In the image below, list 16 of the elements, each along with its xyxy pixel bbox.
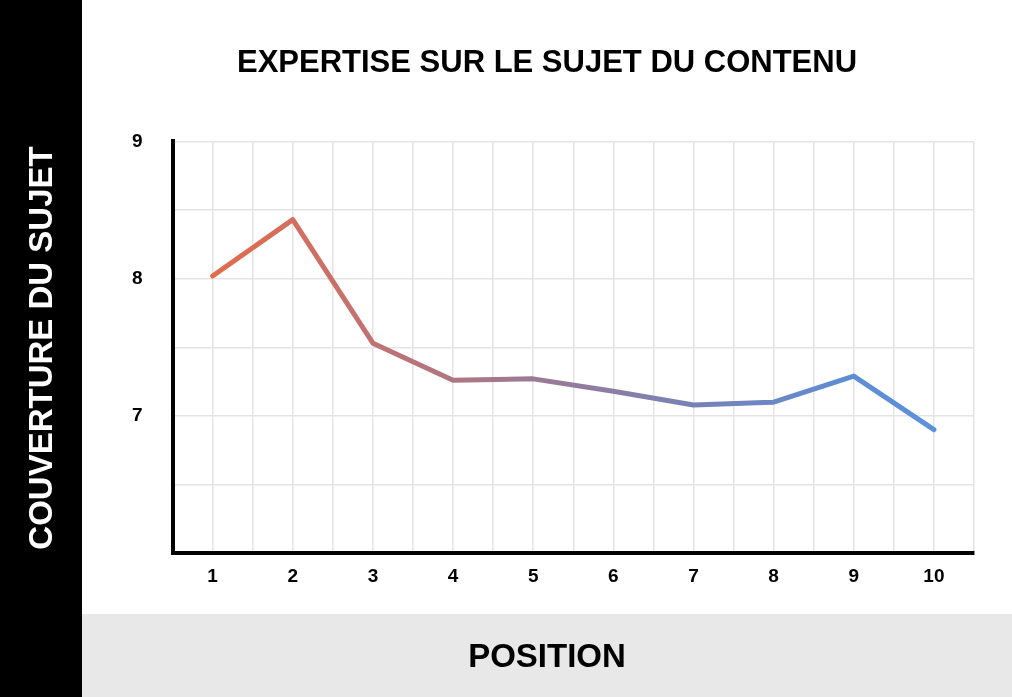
y-tick-label: 8 [131, 266, 143, 288]
x-tick-label: 4 [447, 564, 459, 586]
x-tick-label: 5 [527, 564, 539, 586]
chart-title: EXPERTISE SUR LE SUJET DU CONTENU [235, 44, 859, 80]
x-tick-label: 8 [768, 564, 779, 586]
y-tick-label: 9 [131, 129, 143, 151]
x-tick-label: 9 [848, 564, 860, 586]
x-tick-label: 10 [923, 564, 945, 586]
x-tick-label: 2 [287, 564, 299, 586]
x-axis-title: POSITION [82, 614, 1012, 697]
y-axis-title: COUVERTURE DU SUJET [22, 146, 60, 550]
y-tick-label: 7 [131, 404, 143, 426]
x-tick-label: 1 [207, 564, 219, 586]
x-tick-label: 6 [608, 564, 619, 586]
x-tick-label: 7 [688, 564, 699, 586]
x-tick-label: 3 [367, 564, 379, 586]
